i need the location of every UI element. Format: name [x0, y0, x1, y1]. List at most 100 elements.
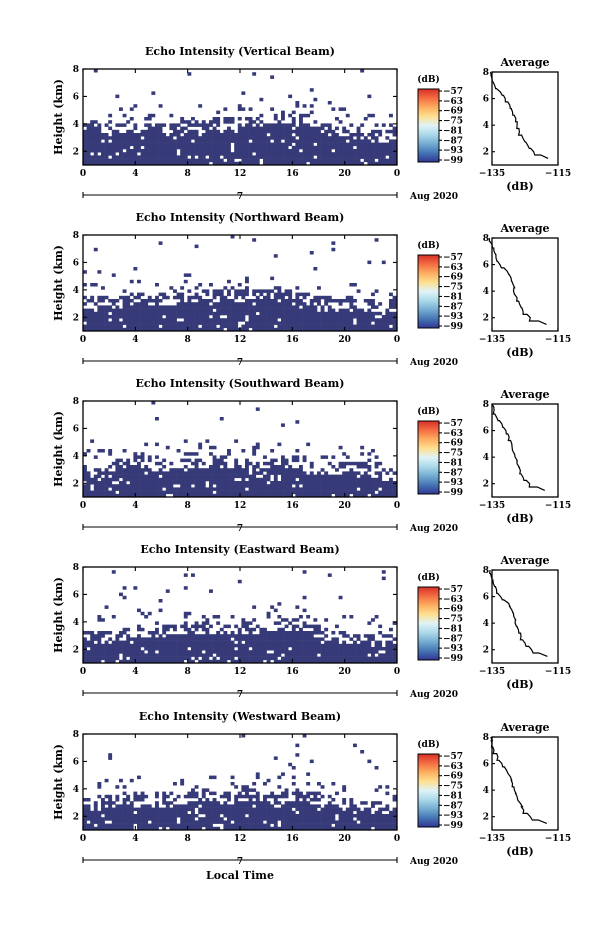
heatmap-cell: [223, 490, 228, 495]
heatmap-cell: [234, 650, 239, 654]
heatmap-cell: [252, 490, 257, 495]
heatmap-cell: [327, 295, 332, 300]
heatmap-cell: [158, 484, 163, 488]
heatmap-cell: [194, 474, 199, 479]
heatmap-cell: [133, 650, 138, 654]
heatmap-cell: [93, 324, 98, 329]
heatmap-cell: [263, 136, 267, 140]
heatmap-cell: [230, 634, 235, 638]
heatmap-cell: [360, 653, 365, 657]
heatmap-cell: [180, 305, 185, 309]
heatmap-cell: [209, 311, 213, 316]
heatmap-cell: [144, 823, 149, 828]
y-tick-label: 4: [73, 286, 79, 296]
heatmap-cell: [111, 299, 116, 303]
heatmap-cell: [281, 807, 285, 812]
heatmap-cell: [115, 647, 120, 651]
heatmap-cell: [266, 126, 271, 131]
heatmap-cell: [363, 327, 368, 332]
heatmap-cell: [216, 161, 221, 166]
heatmap-cell: [176, 481, 181, 485]
heatmap-cell: [126, 627, 131, 632]
heatmap-cells: [83, 69, 397, 166]
heatmap-cell: [324, 804, 329, 808]
heatmap-cell: [342, 788, 347, 792]
heatmap-cell: [223, 807, 228, 812]
heatmap-cell: [216, 631, 221, 635]
heatmap-cell: [234, 481, 239, 485]
heatmap-cell: [104, 656, 109, 661]
heatmap-cell: [281, 794, 285, 799]
heatmap-cell: [255, 133, 260, 137]
heatmap-cell: [374, 461, 379, 466]
heatmap-cell: [176, 814, 181, 818]
heatmap-cell: [187, 487, 192, 491]
heatmap-cell: [317, 136, 321, 140]
heatmap-cell: [356, 656, 361, 661]
heatmap-cell: [299, 161, 303, 166]
heatmap-cell: [219, 292, 224, 297]
heatmap-cell: [371, 487, 375, 491]
heatmap-cell: [263, 493, 267, 498]
y-tick-label: 2: [73, 645, 79, 655]
heatmap-cell: [187, 804, 192, 808]
heatmap-cell: [342, 643, 347, 648]
heatmap-cell: [327, 810, 332, 815]
heatmap-cell: [349, 474, 354, 479]
heatmap-cell: [302, 455, 307, 459]
heatmap-cell: [245, 145, 249, 150]
heatmap-cell: [237, 302, 242, 306]
heatmap-cell: [129, 327, 134, 332]
colorbar-tick-label: −93: [443, 644, 463, 654]
heatmap-cell: [335, 640, 339, 645]
heatmap-cell: [291, 624, 296, 629]
heatmap-cell: [385, 324, 390, 329]
heatmap-cell: [281, 155, 285, 159]
heatmap-cell: [374, 826, 379, 831]
heatmap-cell: [183, 637, 188, 641]
heatmap-cell: [180, 161, 185, 166]
heatmap-cell: [295, 804, 300, 808]
heatmap-cell: [126, 308, 131, 313]
heatmap-cell: [349, 643, 354, 648]
heatmap-cell: [349, 295, 354, 300]
heatmap-cell: [147, 117, 152, 121]
heatmap-cell: [180, 820, 185, 824]
heatmap-cell: [281, 477, 285, 482]
heatmap-cell: [270, 605, 275, 609]
heatmap-cell: [295, 643, 300, 648]
heatmap-cell: [147, 647, 152, 651]
heatmap-cell: [140, 321, 145, 325]
heatmap-cell: [317, 823, 321, 828]
heatmap-cell: [169, 481, 174, 485]
heatmap-cell: [342, 798, 347, 802]
heatmap-cell: [180, 647, 185, 651]
heatmap-cell: [338, 321, 343, 325]
heatmap-cell: [245, 810, 249, 815]
heatmap-cell: [191, 149, 195, 153]
heatmap-cell: [144, 820, 149, 824]
heatmap-cell: [277, 145, 282, 150]
heatmap-cell: [119, 807, 123, 812]
heatmap-cell: [191, 634, 195, 638]
heatmap-cells: [83, 570, 397, 664]
heatmap-cell: [371, 305, 375, 309]
heatmap-cell: [83, 643, 87, 648]
heatmap-cell: [111, 155, 116, 159]
colorbar-tick-label: −81: [443, 791, 463, 801]
heatmap-cell: [255, 637, 260, 641]
heatmap-cell: [302, 133, 307, 137]
heatmap-cell: [320, 308, 325, 313]
heatmap-cell: [201, 794, 206, 799]
heatmap-cell: [241, 624, 246, 629]
colorbar-unit: (dB): [417, 406, 439, 417]
heatmap-cell: [317, 659, 321, 664]
heatmap-cell: [198, 487, 203, 491]
heatmap-cell: [306, 640, 311, 645]
heatmap-cell: [291, 640, 296, 645]
heatmap-cell: [176, 471, 181, 475]
heatmap-cell: [194, 452, 199, 456]
heatmap-cell: [212, 302, 217, 306]
colorbar-tick-label: −93: [443, 312, 463, 322]
heatmap-cell: [133, 311, 138, 316]
